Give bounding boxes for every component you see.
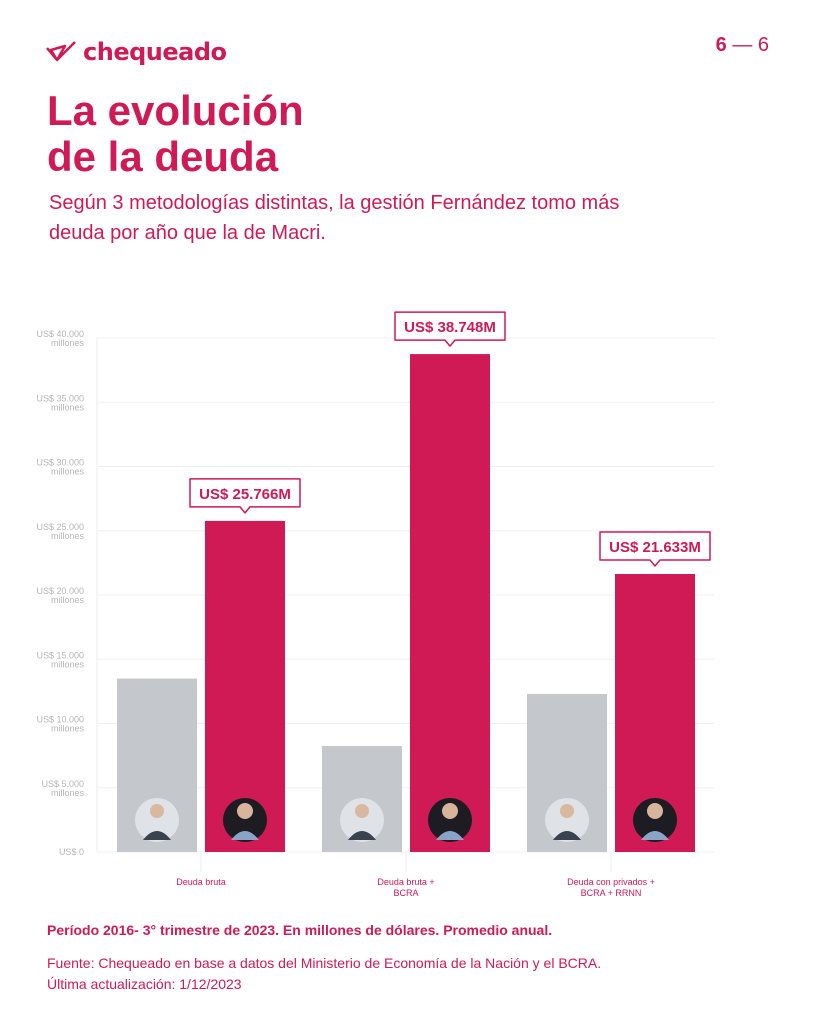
y-tick-unit: millones [51, 724, 85, 734]
y-tick-unit: millones [51, 531, 85, 541]
fernandez-avatar-face [237, 803, 253, 819]
y-tick-unit: millones [51, 659, 85, 669]
macri-avatar-suit [553, 831, 581, 840]
x-tick-label: BCRA + RRNN [581, 888, 642, 898]
macri-avatar-suit [143, 831, 171, 840]
fernandez-avatar-face [442, 803, 458, 819]
y-tick-label: US$ 20.000 [36, 586, 84, 596]
x-tick-label: Deuda bruta + [377, 877, 434, 887]
page-total: 6 [757, 34, 769, 56]
fernandez-avatar [633, 798, 677, 842]
page-title: La evolución de la deuda [47, 88, 304, 180]
macri-avatar [340, 798, 384, 842]
title-line-1: La evolución [47, 87, 304, 134]
brand-name: chequeado [83, 38, 227, 66]
y-tick-unit: millones [51, 402, 85, 412]
subtitle: Según 3 metodologías distintas, la gesti… [49, 192, 620, 244]
fernandez-avatar-suit [231, 831, 259, 840]
y-tick-label: US$ 30.000 [36, 458, 84, 468]
y-tick-label: US$ 40.000 [36, 329, 84, 339]
macri-avatar-suit [348, 831, 376, 840]
title-line-2: de la deuda [47, 133, 279, 180]
bar-fernandez [205, 520, 285, 852]
macri-avatar-face [355, 804, 369, 818]
macri-avatar [545, 798, 589, 842]
x-tick-label: BCRA [393, 888, 418, 898]
data-label: US$ 21.633M [609, 539, 701, 556]
data-label: US$ 38.748M [404, 319, 496, 336]
y-tick-label: US$ 35.000 [36, 393, 84, 403]
y-tick-label: US$ 10.000 [36, 715, 84, 725]
macri-avatar-face [150, 804, 164, 818]
fernandez-avatar-suit [436, 831, 464, 840]
data-label-box [394, 311, 506, 347]
y-tick-unit: millones [51, 788, 85, 798]
x-tick-label: Deuda bruta [176, 877, 226, 887]
y-tick-label: US$ 15.000 [36, 650, 84, 660]
brand-logo: chequeado [45, 38, 227, 66]
y-tick-label: US$ 0 [59, 847, 84, 857]
y-tick-unit: millones [51, 467, 85, 477]
y-tick-unit: millones [51, 595, 85, 605]
source-note: Fuente: Chequeado en base a datos del Mi… [47, 953, 601, 995]
source-text: Fuente: Chequeado en base a datos del Mi… [47, 955, 602, 971]
check-logo-icon [46, 41, 76, 62]
macri-avatar-face [560, 804, 574, 818]
updated-text: Última actualización: 1/12/2023 [47, 976, 242, 992]
fernandez-avatar [428, 798, 472, 842]
fernandez-avatar [223, 798, 267, 842]
x-tick-label: Deuda con privados + [567, 877, 655, 887]
data-label-box [599, 531, 711, 567]
y-tick-label: US$ 5.000 [41, 779, 84, 789]
fernandez-avatar-face [647, 803, 663, 819]
macri-avatar [135, 798, 179, 842]
y-tick-label: US$ 25.000 [36, 522, 84, 532]
fernandez-avatar-suit [641, 831, 669, 840]
data-label-box [189, 478, 301, 514]
bar-fernandez [410, 354, 490, 852]
period-note: Período 2016- 3° trimestre de 2023. En m… [47, 922, 553, 938]
page-current: 6 [715, 34, 727, 56]
y-tick-unit: millones [51, 338, 85, 348]
data-label: US$ 25.766M [199, 486, 291, 503]
page-indicator: 6 — 6 [716, 34, 769, 57]
page-sep: — [732, 34, 753, 56]
